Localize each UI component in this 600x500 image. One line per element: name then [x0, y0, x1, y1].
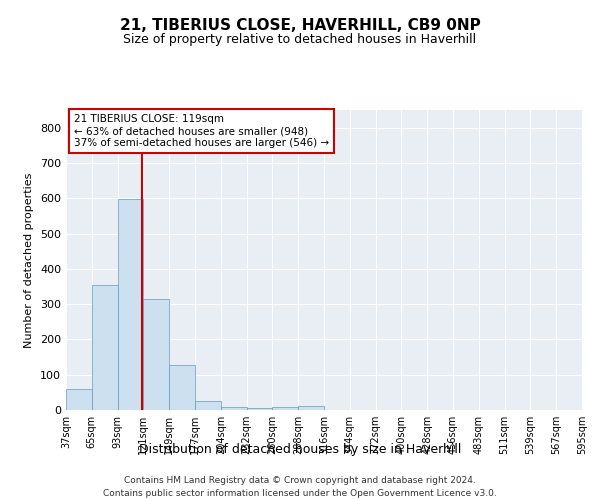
Text: Distribution of detached houses by size in Haverhill: Distribution of detached houses by size …: [139, 442, 461, 456]
Text: 21, TIBERIUS CLOSE, HAVERHILL, CB9 0NP: 21, TIBERIUS CLOSE, HAVERHILL, CB9 0NP: [119, 18, 481, 32]
Bar: [143, 299, 169, 410]
Bar: [66, 389, 92, 410]
Bar: [195, 401, 221, 410]
Text: Contains public sector information licensed under the Open Government Licence v3: Contains public sector information licen…: [103, 489, 497, 498]
Bar: [272, 407, 298, 410]
Text: Contains HM Land Registry data © Crown copyright and database right 2024.: Contains HM Land Registry data © Crown c…: [124, 476, 476, 485]
Bar: [298, 406, 324, 410]
Bar: [169, 365, 195, 410]
Y-axis label: Number of detached properties: Number of detached properties: [25, 172, 34, 348]
Bar: [247, 408, 272, 410]
Text: Size of property relative to detached houses in Haverhill: Size of property relative to detached ho…: [124, 32, 476, 46]
Bar: [92, 284, 118, 410]
Text: 21 TIBERIUS CLOSE: 119sqm
← 63% of detached houses are smaller (948)
37% of semi: 21 TIBERIUS CLOSE: 119sqm ← 63% of detac…: [74, 114, 329, 148]
Bar: [221, 407, 247, 410]
Bar: [118, 200, 143, 410]
